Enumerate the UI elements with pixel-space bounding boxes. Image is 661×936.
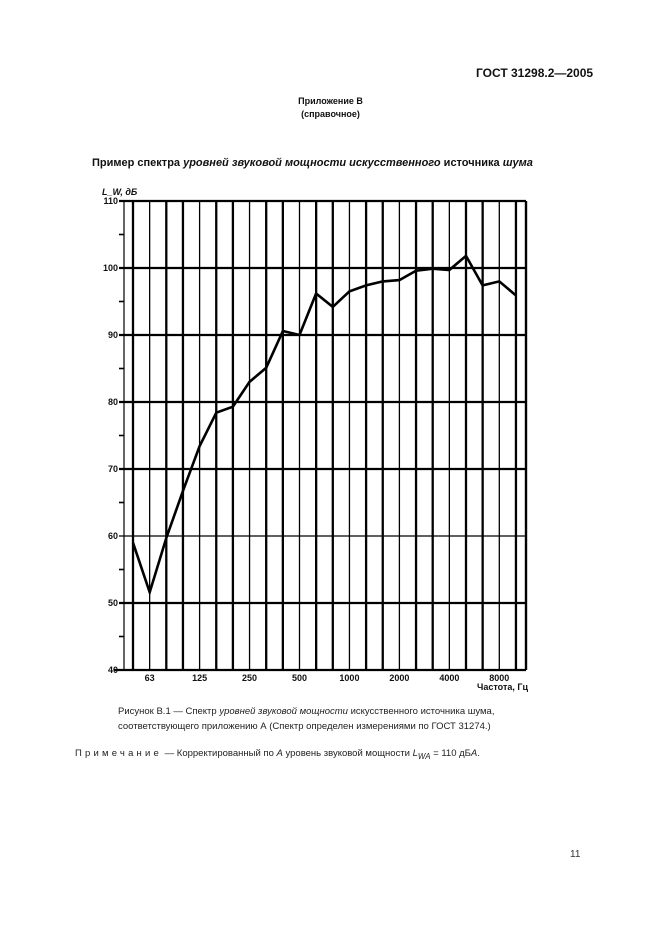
- svg-text:110: 110: [103, 196, 118, 206]
- svg-text:80: 80: [108, 397, 118, 407]
- note-label: Примечание: [75, 748, 162, 759]
- note-italic: A: [276, 748, 283, 759]
- spectrum-chart: 40 50 60 70 80 90 100 110 63 125 250 500 1000 2000 40…: [102, 187, 528, 692]
- figure-heading: Пример спектра уровней звуковой мощности…: [92, 157, 533, 169]
- caption-italic: уровней звуковой мощности: [219, 706, 348, 717]
- note-italic: A: [470, 748, 478, 759]
- figure-caption: Рисунок В.1 — Спектр уровней звуковой мо…: [118, 704, 494, 734]
- note-text: = 110 дБ: [430, 748, 471, 759]
- svg-text:60: 60: [108, 531, 118, 541]
- appendix-header: Приложение В (справочное): [0, 95, 661, 121]
- x-axis-ticks: 63 125 250 500 1000 2000 4000 8000: [145, 673, 510, 683]
- appendix-type: (справочное): [301, 109, 360, 119]
- horizontal-gridlines: [114, 199, 526, 672]
- svg-text:250: 250: [242, 673, 257, 683]
- svg-text:8000: 8000: [489, 673, 509, 683]
- svg-text:125: 125: [192, 673, 207, 683]
- svg-text:50: 50: [108, 598, 118, 608]
- svg-text:4000: 4000: [439, 673, 459, 683]
- y-axis-label: L_W, дБ: [102, 187, 138, 197]
- document-code: ГОСТ 31298.2—2005: [476, 66, 594, 80]
- caption-text: Рисунок В.1 — Спектр: [118, 706, 220, 717]
- svg-text:70: 70: [108, 464, 118, 474]
- page-number: 11: [570, 849, 581, 860]
- note: Примечание — Корректированный по A урове…: [75, 748, 480, 761]
- heading-part1: Пример спектра: [92, 157, 184, 169]
- note-symbol: L: [412, 748, 418, 759]
- y-axis-ticks: 40 50 60 70 80 90 100 110: [103, 196, 124, 675]
- svg-text:1000: 1000: [339, 673, 359, 683]
- caption-line2: соответствующего приложению А (Спектр оп…: [118, 721, 491, 732]
- svg-text:500: 500: [292, 673, 307, 683]
- svg-text:90: 90: [108, 330, 118, 340]
- heading-part3: источника: [440, 157, 503, 169]
- appendix-title: Приложение В: [298, 96, 363, 106]
- svg-text:63: 63: [145, 673, 155, 683]
- note-text: .: [477, 748, 480, 759]
- svg-text:40: 40: [108, 665, 118, 675]
- spectrum-line: [131, 253, 517, 597]
- svg-text:2000: 2000: [389, 673, 409, 683]
- note-subscript: WA: [417, 751, 431, 761]
- note-text: — Корректированный по: [162, 748, 277, 759]
- note-text: уровень звуковой мощности: [282, 748, 413, 759]
- vertical-gridlines: [123, 201, 528, 670]
- caption-text: искусственного источника шума,: [347, 706, 495, 717]
- x-axis-label: Частота, Гц: [477, 682, 528, 692]
- heading-part4: шума: [502, 157, 533, 169]
- heading-part2: уровней звуковой мощности искусственного: [183, 157, 441, 169]
- svg-text:100: 100: [103, 263, 118, 273]
